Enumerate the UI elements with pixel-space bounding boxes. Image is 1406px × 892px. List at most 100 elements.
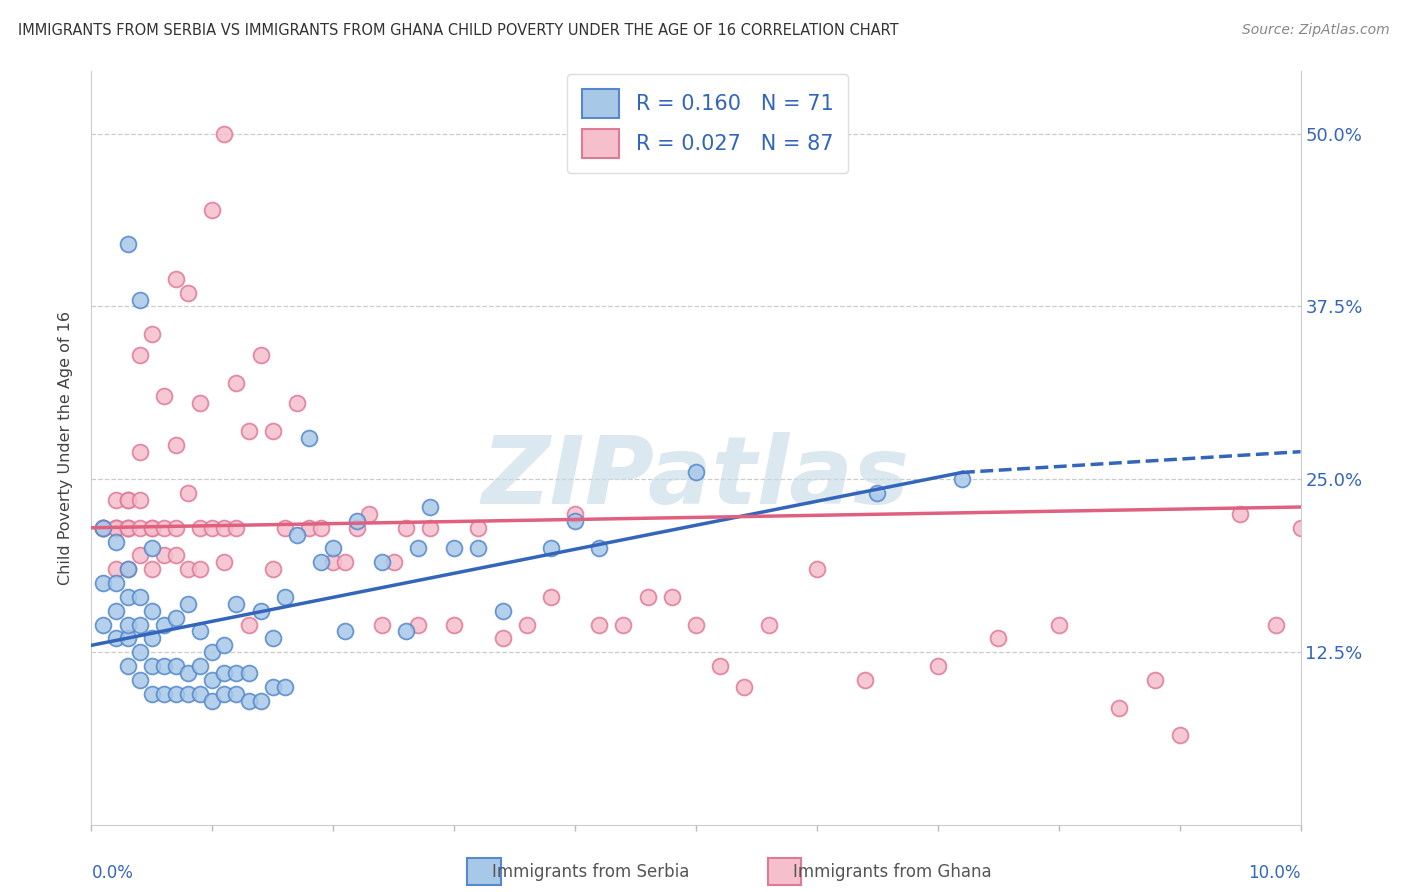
Point <box>128 617 150 632</box>
Point <box>104 521 127 535</box>
Point <box>188 396 211 410</box>
Point <box>406 541 429 556</box>
Point <box>238 665 260 680</box>
Point <box>419 521 441 535</box>
Point <box>141 632 163 646</box>
Point <box>274 521 297 535</box>
Point <box>395 521 418 535</box>
Point <box>419 500 441 514</box>
Point <box>987 632 1010 646</box>
Point <box>225 665 247 680</box>
Point <box>274 680 297 694</box>
Point <box>709 659 731 673</box>
Point <box>93 521 115 535</box>
Point <box>309 521 332 535</box>
Point <box>153 617 176 632</box>
Point <box>104 562 127 576</box>
Point <box>141 541 163 556</box>
Point <box>117 617 139 632</box>
Text: 0.0%: 0.0% <box>91 864 134 882</box>
Point <box>165 659 187 673</box>
Point <box>128 645 150 659</box>
Point <box>177 486 200 500</box>
Text: IMMIGRANTS FROM SERBIA VS IMMIGRANTS FROM GHANA CHILD POVERTY UNDER THE AGE OF 1: IMMIGRANTS FROM SERBIA VS IMMIGRANTS FRO… <box>18 23 898 38</box>
Point <box>93 521 115 535</box>
Point <box>298 521 321 535</box>
Point <box>467 521 489 535</box>
Point <box>128 673 150 687</box>
Point <box>104 604 127 618</box>
Point <box>285 527 308 541</box>
Point <box>491 604 513 618</box>
Point <box>249 693 271 707</box>
Point <box>128 348 150 362</box>
Point <box>117 521 139 535</box>
Point <box>322 541 344 556</box>
Point <box>1108 700 1130 714</box>
Point <box>443 541 465 556</box>
Point <box>516 617 538 632</box>
Point <box>93 617 115 632</box>
Point <box>177 665 200 680</box>
Point <box>661 590 683 604</box>
Point <box>117 521 139 535</box>
Point <box>117 493 139 508</box>
Point <box>733 680 755 694</box>
Point <box>177 687 200 701</box>
Point <box>104 521 127 535</box>
Point <box>201 693 224 707</box>
Point <box>117 590 139 604</box>
Point <box>141 687 163 701</box>
Point <box>238 693 260 707</box>
Point <box>637 590 659 604</box>
Point <box>104 576 127 591</box>
Point <box>188 562 211 576</box>
Point <box>201 202 224 217</box>
Text: Source: ZipAtlas.com: Source: ZipAtlas.com <box>1241 23 1389 37</box>
Point <box>298 431 321 445</box>
Point <box>443 617 465 632</box>
Point <box>128 293 150 307</box>
Point <box>165 687 187 701</box>
Point <box>128 521 150 535</box>
Point <box>188 659 211 673</box>
Point <box>285 396 308 410</box>
Point <box>214 638 236 652</box>
Point <box>141 521 163 535</box>
Point <box>262 680 284 694</box>
Point <box>93 521 115 535</box>
Point <box>238 424 260 438</box>
Point <box>262 632 284 646</box>
Point <box>1265 617 1288 632</box>
Text: Immigrants from Ghana: Immigrants from Ghana <box>793 863 993 881</box>
Point <box>758 617 780 632</box>
Point <box>117 521 139 535</box>
Point <box>141 604 163 618</box>
Point <box>225 687 247 701</box>
Point <box>141 659 163 673</box>
Point <box>359 507 381 521</box>
Point <box>467 541 489 556</box>
Point <box>153 389 176 403</box>
Point <box>141 521 163 535</box>
Point <box>201 673 224 687</box>
Point <box>177 285 200 300</box>
Point <box>117 237 139 252</box>
Point <box>177 597 200 611</box>
Point <box>214 521 236 535</box>
Point <box>104 521 127 535</box>
Point <box>117 632 139 646</box>
Point <box>1144 673 1167 687</box>
Point <box>225 597 247 611</box>
Point <box>201 645 224 659</box>
Point <box>214 665 236 680</box>
Point <box>370 555 392 569</box>
Legend: R = 0.160   N = 71, R = 0.027   N = 87: R = 0.160 N = 71, R = 0.027 N = 87 <box>568 74 848 173</box>
Point <box>128 444 150 458</box>
Point <box>165 438 187 452</box>
Point <box>588 617 610 632</box>
Point <box>165 549 187 563</box>
Point <box>188 624 211 639</box>
Point <box>153 549 176 563</box>
Point <box>866 486 889 500</box>
